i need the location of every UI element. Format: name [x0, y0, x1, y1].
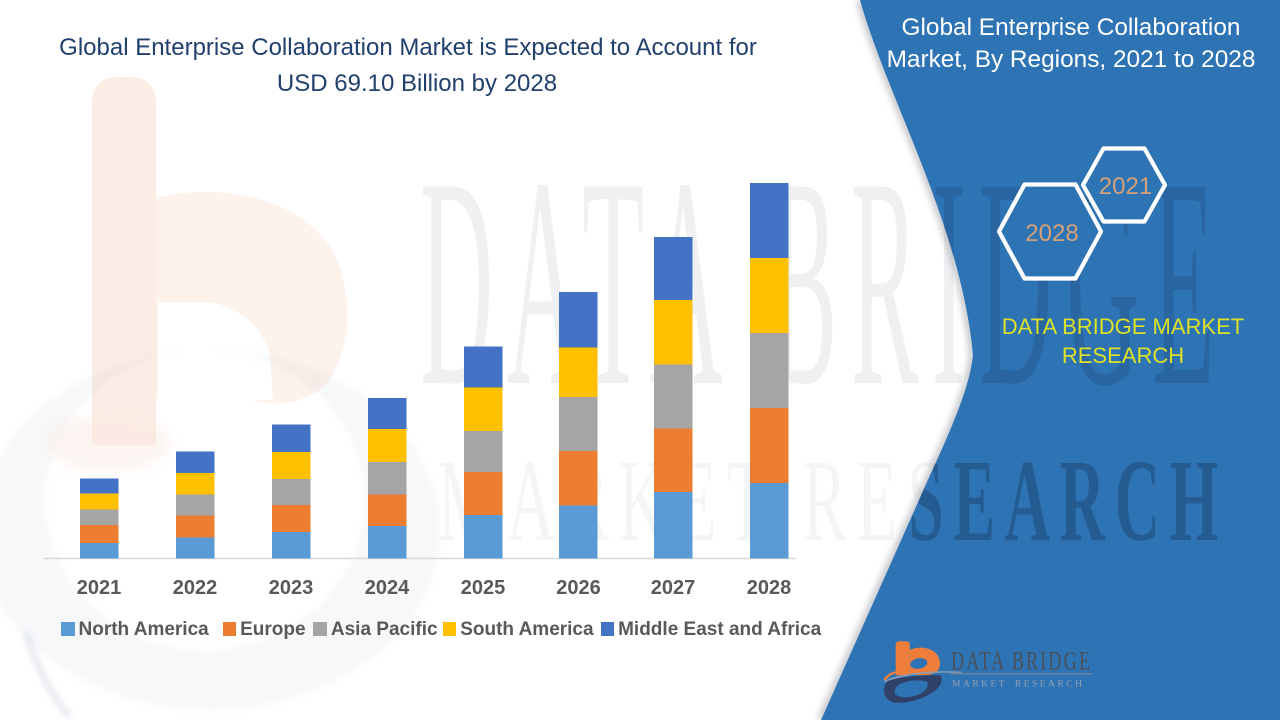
svg-text:MARKET RESEARCH: MARKET RESEARCH	[952, 679, 1084, 689]
svg-text:DATA BRIDGE: DATA BRIDGE	[951, 646, 1092, 675]
